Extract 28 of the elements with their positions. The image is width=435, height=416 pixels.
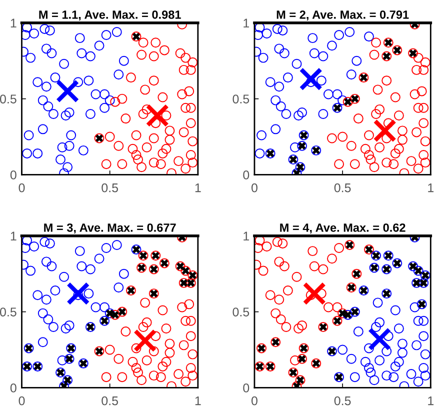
y-tick-label: 0 <box>10 170 16 180</box>
x-tick-label: 0.5 <box>102 183 118 192</box>
y-tick-label: 0.5 <box>0 94 16 104</box>
y-tick-label: 1 <box>10 232 16 240</box>
y-tick-label: 0 <box>243 384 250 392</box>
x-tick-label: 1 <box>195 396 201 406</box>
x-tick-label: 0.5 <box>334 183 351 192</box>
x-tick-label: 0 <box>251 183 258 192</box>
chart-title: M = 3, Ave. Max. = 0.677 <box>44 223 176 234</box>
y-tick-label: 1 <box>244 18 250 28</box>
y-tick-label: 1 <box>244 232 250 240</box>
x-tick-label: 0 <box>18 396 25 406</box>
x-tick-label: 0 <box>18 183 25 192</box>
y-tick-label: 1 <box>10 18 16 28</box>
x-tick-label: 1 <box>428 184 434 192</box>
x-tick-label: 1 <box>428 396 434 406</box>
x-tick-label: 0.5 <box>334 396 351 406</box>
y-tick-label: 0 <box>243 170 250 180</box>
chart-title: M = 2, Ave. Max. = 0.791 <box>276 10 409 21</box>
y-tick-label: 0.5 <box>0 308 16 316</box>
chart-title: M = 1.1, Ave. Max. = 0.981 <box>39 10 181 21</box>
chart-title: M = 4, Ave. Max. = 0.62 <box>280 223 406 234</box>
y-tick-label: 0 <box>10 384 16 392</box>
y-tick-label: 0.5 <box>232 308 250 316</box>
x-tick-label: 0.5 <box>102 396 118 406</box>
x-tick-label: 1 <box>195 184 201 192</box>
y-tick-label: 0.5 <box>232 94 250 104</box>
x-tick-label: 0 <box>251 396 258 406</box>
